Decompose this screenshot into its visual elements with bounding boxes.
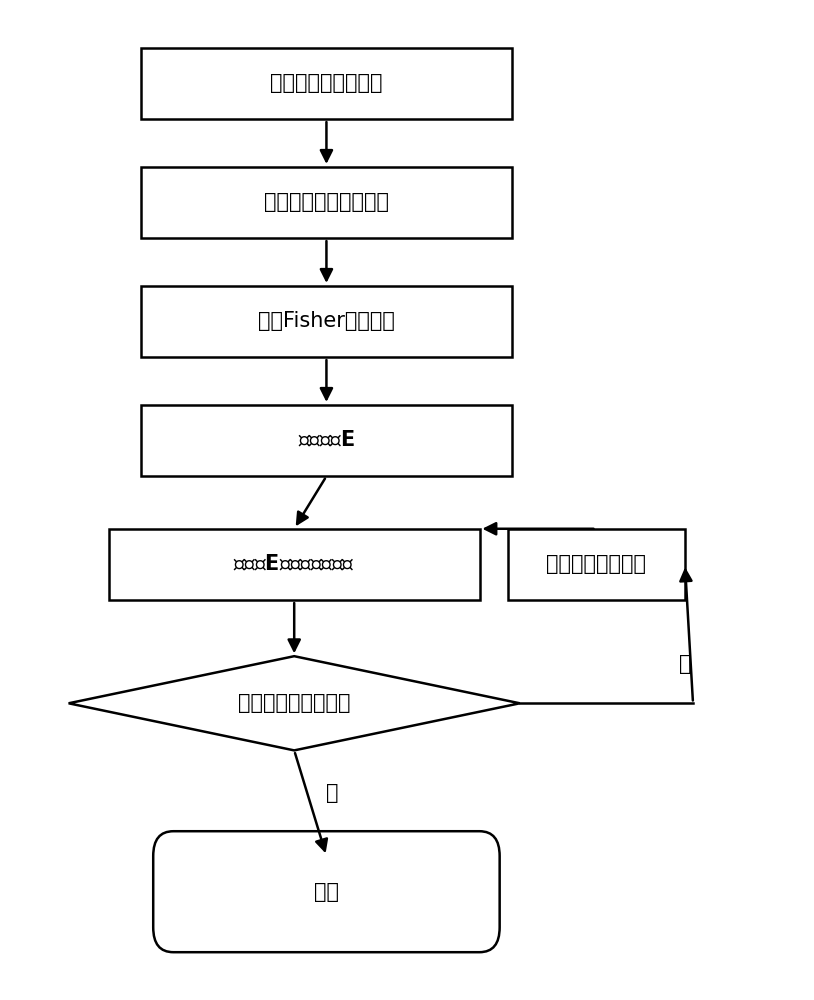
Text: 停止: 停止 (314, 882, 339, 902)
Text: 形成Fisher信息矩阵: 形成Fisher信息矩阵 (258, 311, 395, 331)
Text: 是否满足传感器数目: 是否满足传感器数目 (238, 693, 351, 713)
FancyBboxPatch shape (109, 529, 479, 600)
Text: 否: 否 (679, 654, 691, 674)
Text: 构造矩阵$\mathbf{E}$: 构造矩阵$\mathbf{E}$ (298, 430, 355, 451)
Text: 是: 是 (326, 783, 339, 803)
FancyBboxPatch shape (141, 286, 512, 357)
FancyBboxPatch shape (141, 48, 512, 119)
Polygon shape (68, 656, 520, 750)
Text: 确定最小完备模态集合: 确定最小完备模态集合 (264, 192, 389, 212)
FancyBboxPatch shape (141, 405, 512, 476)
FancyBboxPatch shape (508, 529, 685, 600)
FancyBboxPatch shape (141, 167, 512, 238)
Text: 删除最小对角元素: 删除最小对角元素 (546, 554, 646, 574)
FancyBboxPatch shape (153, 831, 500, 952)
Text: 对矩阵$\mathbf{E}$的对角元素排序: 对矩阵$\mathbf{E}$的对角元素排序 (234, 554, 355, 574)
Text: 天线结构有限元模型: 天线结构有限元模型 (270, 73, 383, 93)
